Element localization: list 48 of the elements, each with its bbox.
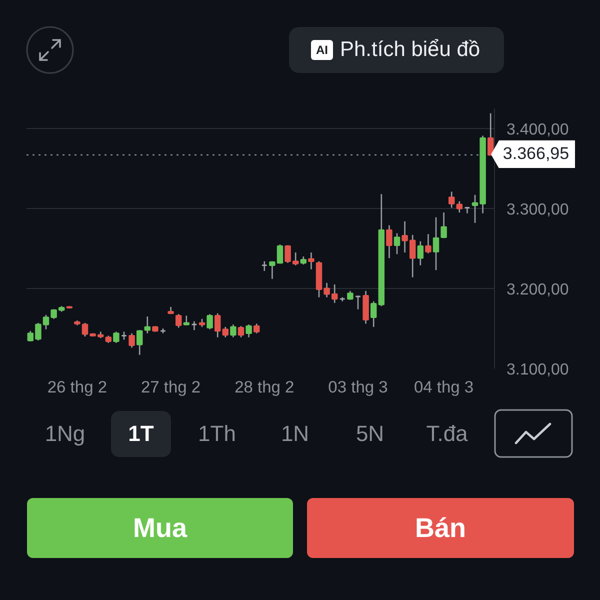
x-tick-label: 04 thg 3 bbox=[414, 378, 474, 396]
x-tick-label: 28 thg 2 bbox=[234, 378, 294, 396]
candlestick bbox=[386, 224, 392, 259]
text: Ph.tích biểu đồ bbox=[340, 37, 480, 63]
text: Bán bbox=[307, 498, 574, 558]
candlestick bbox=[464, 206, 470, 214]
text: 1Th bbox=[187, 411, 247, 457]
text: Mua bbox=[27, 498, 293, 558]
text: 1N bbox=[265, 411, 325, 457]
text: T.đa bbox=[417, 411, 477, 457]
candlestick bbox=[362, 290, 369, 324]
candlestick bbox=[144, 316, 151, 334]
text: 1T bbox=[111, 411, 171, 457]
candlestick bbox=[417, 240, 424, 266]
candlestick bbox=[440, 212, 447, 239]
text: 1Ng bbox=[35, 411, 95, 457]
candlestick bbox=[456, 200, 463, 214]
candlestick bbox=[253, 323, 260, 334]
candlestick bbox=[191, 320, 198, 331]
y-tick-label: 3.200,00 bbox=[506, 282, 569, 298]
text: AI bbox=[311, 40, 333, 60]
candlestick bbox=[175, 313, 182, 328]
candlestick bbox=[246, 324, 252, 338]
y-tick-label: 3.100,00 bbox=[506, 362, 569, 378]
y-tick-label: 3.300,00 bbox=[506, 202, 569, 218]
candlestick bbox=[206, 313, 213, 330]
x-tick-label: 03 thg 3 bbox=[328, 378, 388, 396]
candlestick bbox=[128, 332, 135, 348]
candlestick bbox=[214, 312, 221, 338]
candlestick bbox=[136, 329, 143, 356]
ref-line-label: 3.366,95 bbox=[491, 140, 575, 168]
x-tick-label: 26 thg 2 bbox=[47, 378, 108, 396]
candlestick bbox=[370, 300, 377, 328]
candlestick bbox=[222, 326, 229, 338]
candlestick bbox=[261, 260, 268, 272]
candlestick bbox=[308, 252, 314, 270]
x-tick-label: 27 thg 2 bbox=[140, 378, 201, 396]
text: 5N bbox=[340, 411, 400, 457]
y-tick-label: 3.400,00 bbox=[506, 122, 569, 138]
candlestick bbox=[394, 232, 400, 255]
candlestick bbox=[113, 331, 120, 344]
candlestick bbox=[183, 315, 190, 326]
candlestick bbox=[230, 324, 236, 338]
candlestick bbox=[448, 191, 455, 208]
candlestick bbox=[425, 233, 432, 254]
candlestick bbox=[238, 325, 244, 338]
candlestick bbox=[354, 295, 362, 310]
candlestick bbox=[432, 216, 440, 271]
